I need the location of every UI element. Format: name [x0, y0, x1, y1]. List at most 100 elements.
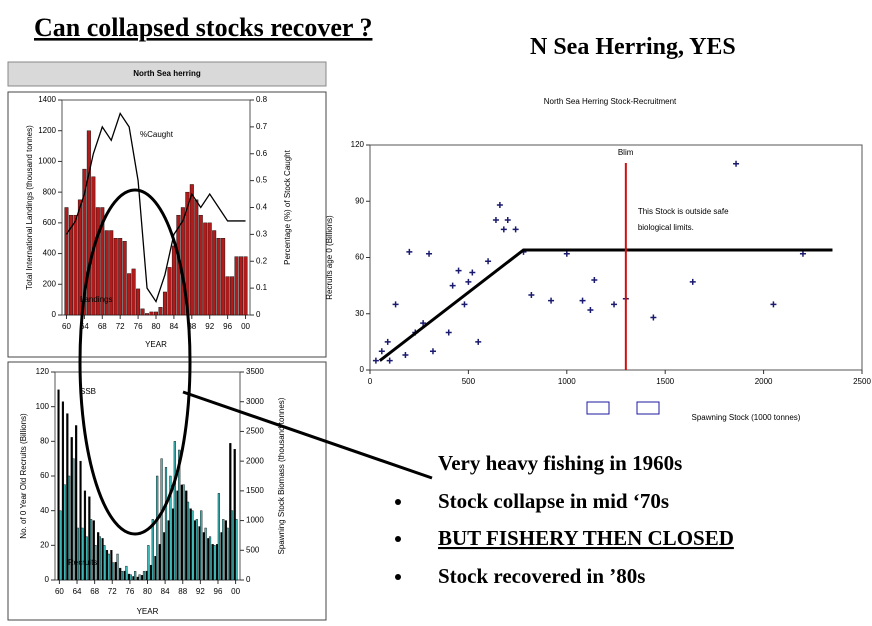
y-axis-label: Total International Landings (thousand t…: [25, 125, 34, 290]
bar: [217, 493, 220, 581]
bar: [198, 214, 203, 316]
point: [465, 278, 472, 285]
y2-tick-label: 2000: [246, 456, 264, 465]
bar: [129, 574, 132, 581]
bar: [107, 553, 110, 581]
bar: [167, 520, 170, 581]
bar: [208, 536, 212, 581]
y-tick-label: 120: [351, 140, 365, 149]
bar: [186, 501, 190, 581]
y-tick-label: 100: [36, 402, 50, 411]
point: [770, 301, 777, 308]
line: [65, 111, 246, 304]
bar: [145, 313, 150, 316]
point: [587, 307, 594, 313]
y2-tick-label: 2500: [246, 427, 264, 436]
bar: [131, 268, 136, 316]
bar: [136, 576, 139, 581]
y2-tick-label: 1000: [246, 516, 264, 525]
bar: [142, 571, 146, 581]
y2-tick-label: 0.1: [256, 283, 268, 292]
bar: [189, 184, 194, 316]
bar: [230, 510, 234, 581]
bar: [118, 238, 123, 316]
reference-label: Blim: [618, 148, 634, 157]
x-tick-label: 68: [98, 322, 107, 331]
y2-tick-label: 500: [246, 545, 260, 554]
point: [591, 277, 598, 283]
y2-axis-label: Spawning Stock Biomass (thousand tonnes): [277, 397, 286, 554]
bullet-dot: [395, 574, 401, 580]
bar: [164, 467, 168, 581]
point: [512, 226, 519, 233]
bar: [79, 460, 82, 581]
bar: [169, 475, 172, 581]
bar: [61, 401, 65, 581]
bar: [212, 230, 217, 316]
x-tick-label: 80: [152, 322, 161, 331]
bar: [66, 413, 69, 581]
bar: [98, 536, 102, 581]
bar: [90, 519, 93, 581]
point: [386, 357, 393, 364]
x-axis-label: YEAR: [137, 607, 159, 616]
point: [406, 248, 413, 255]
point: [455, 267, 462, 274]
point: [548, 297, 555, 304]
y-tick-label: 400: [43, 249, 57, 258]
x-tick-label: 64: [73, 587, 82, 596]
y2-tick-label: 0.4: [256, 203, 268, 212]
y2-tick-label: 0: [246, 575, 251, 584]
bar: [141, 575, 144, 581]
point: [500, 226, 507, 233]
x-tick-label: 64: [80, 322, 89, 331]
point: [402, 352, 409, 358]
x-tick-label: 84: [161, 587, 170, 596]
bar: [194, 199, 199, 316]
bullet-text: BUT FISHERY THEN CLOSED: [438, 526, 734, 550]
bar: [59, 510, 62, 581]
bar: [147, 545, 150, 581]
y-tick-label: 0: [360, 365, 365, 374]
y2-tick-label: 3000: [246, 397, 264, 406]
y2-tick-label: 0.8: [256, 95, 268, 104]
bullet-dot: [395, 499, 401, 505]
bar: [158, 307, 163, 316]
bar: [180, 484, 183, 581]
point: [426, 250, 433, 257]
chart-title: North Sea herring: [133, 69, 201, 78]
panel-frame: [7, 361, 327, 621]
point: [384, 338, 391, 345]
slide-subtitle: N Sea Herring, YES: [530, 34, 736, 60]
bullet-text: Very heavy fishing in 1960s: [438, 451, 682, 475]
bullet-text: Stock collapse in mid ‘70s: [438, 489, 669, 513]
y2-tick-label: 0.2: [256, 256, 268, 265]
point: [528, 292, 535, 298]
marker-box: [636, 401, 660, 415]
x-tick-label: 2500: [853, 377, 871, 386]
y-tick-label: 40: [40, 506, 49, 515]
x-tick-label: 1500: [656, 377, 674, 386]
bar: [160, 458, 163, 581]
point: [485, 258, 492, 265]
bar: [171, 508, 175, 581]
bar: [182, 484, 185, 581]
bar: [176, 490, 179, 581]
x-tick-label: 92: [205, 322, 214, 331]
y2-tick-label: 0.7: [256, 122, 268, 131]
point: [475, 338, 482, 345]
plot-frame: [369, 144, 863, 371]
bar: [149, 564, 153, 581]
bar: [191, 510, 194, 581]
bar: [162, 291, 167, 316]
x-tick-label: 0: [368, 377, 373, 386]
x-tick-label: 84: [169, 322, 178, 331]
bar: [123, 570, 126, 581]
x-tick-label: 500: [462, 377, 476, 386]
bar: [68, 214, 73, 316]
annotation: Recruits: [68, 558, 97, 567]
x-tick-label: 1000: [558, 377, 576, 386]
bar: [85, 536, 88, 581]
annotation: This Stock is outside safe: [638, 207, 729, 216]
